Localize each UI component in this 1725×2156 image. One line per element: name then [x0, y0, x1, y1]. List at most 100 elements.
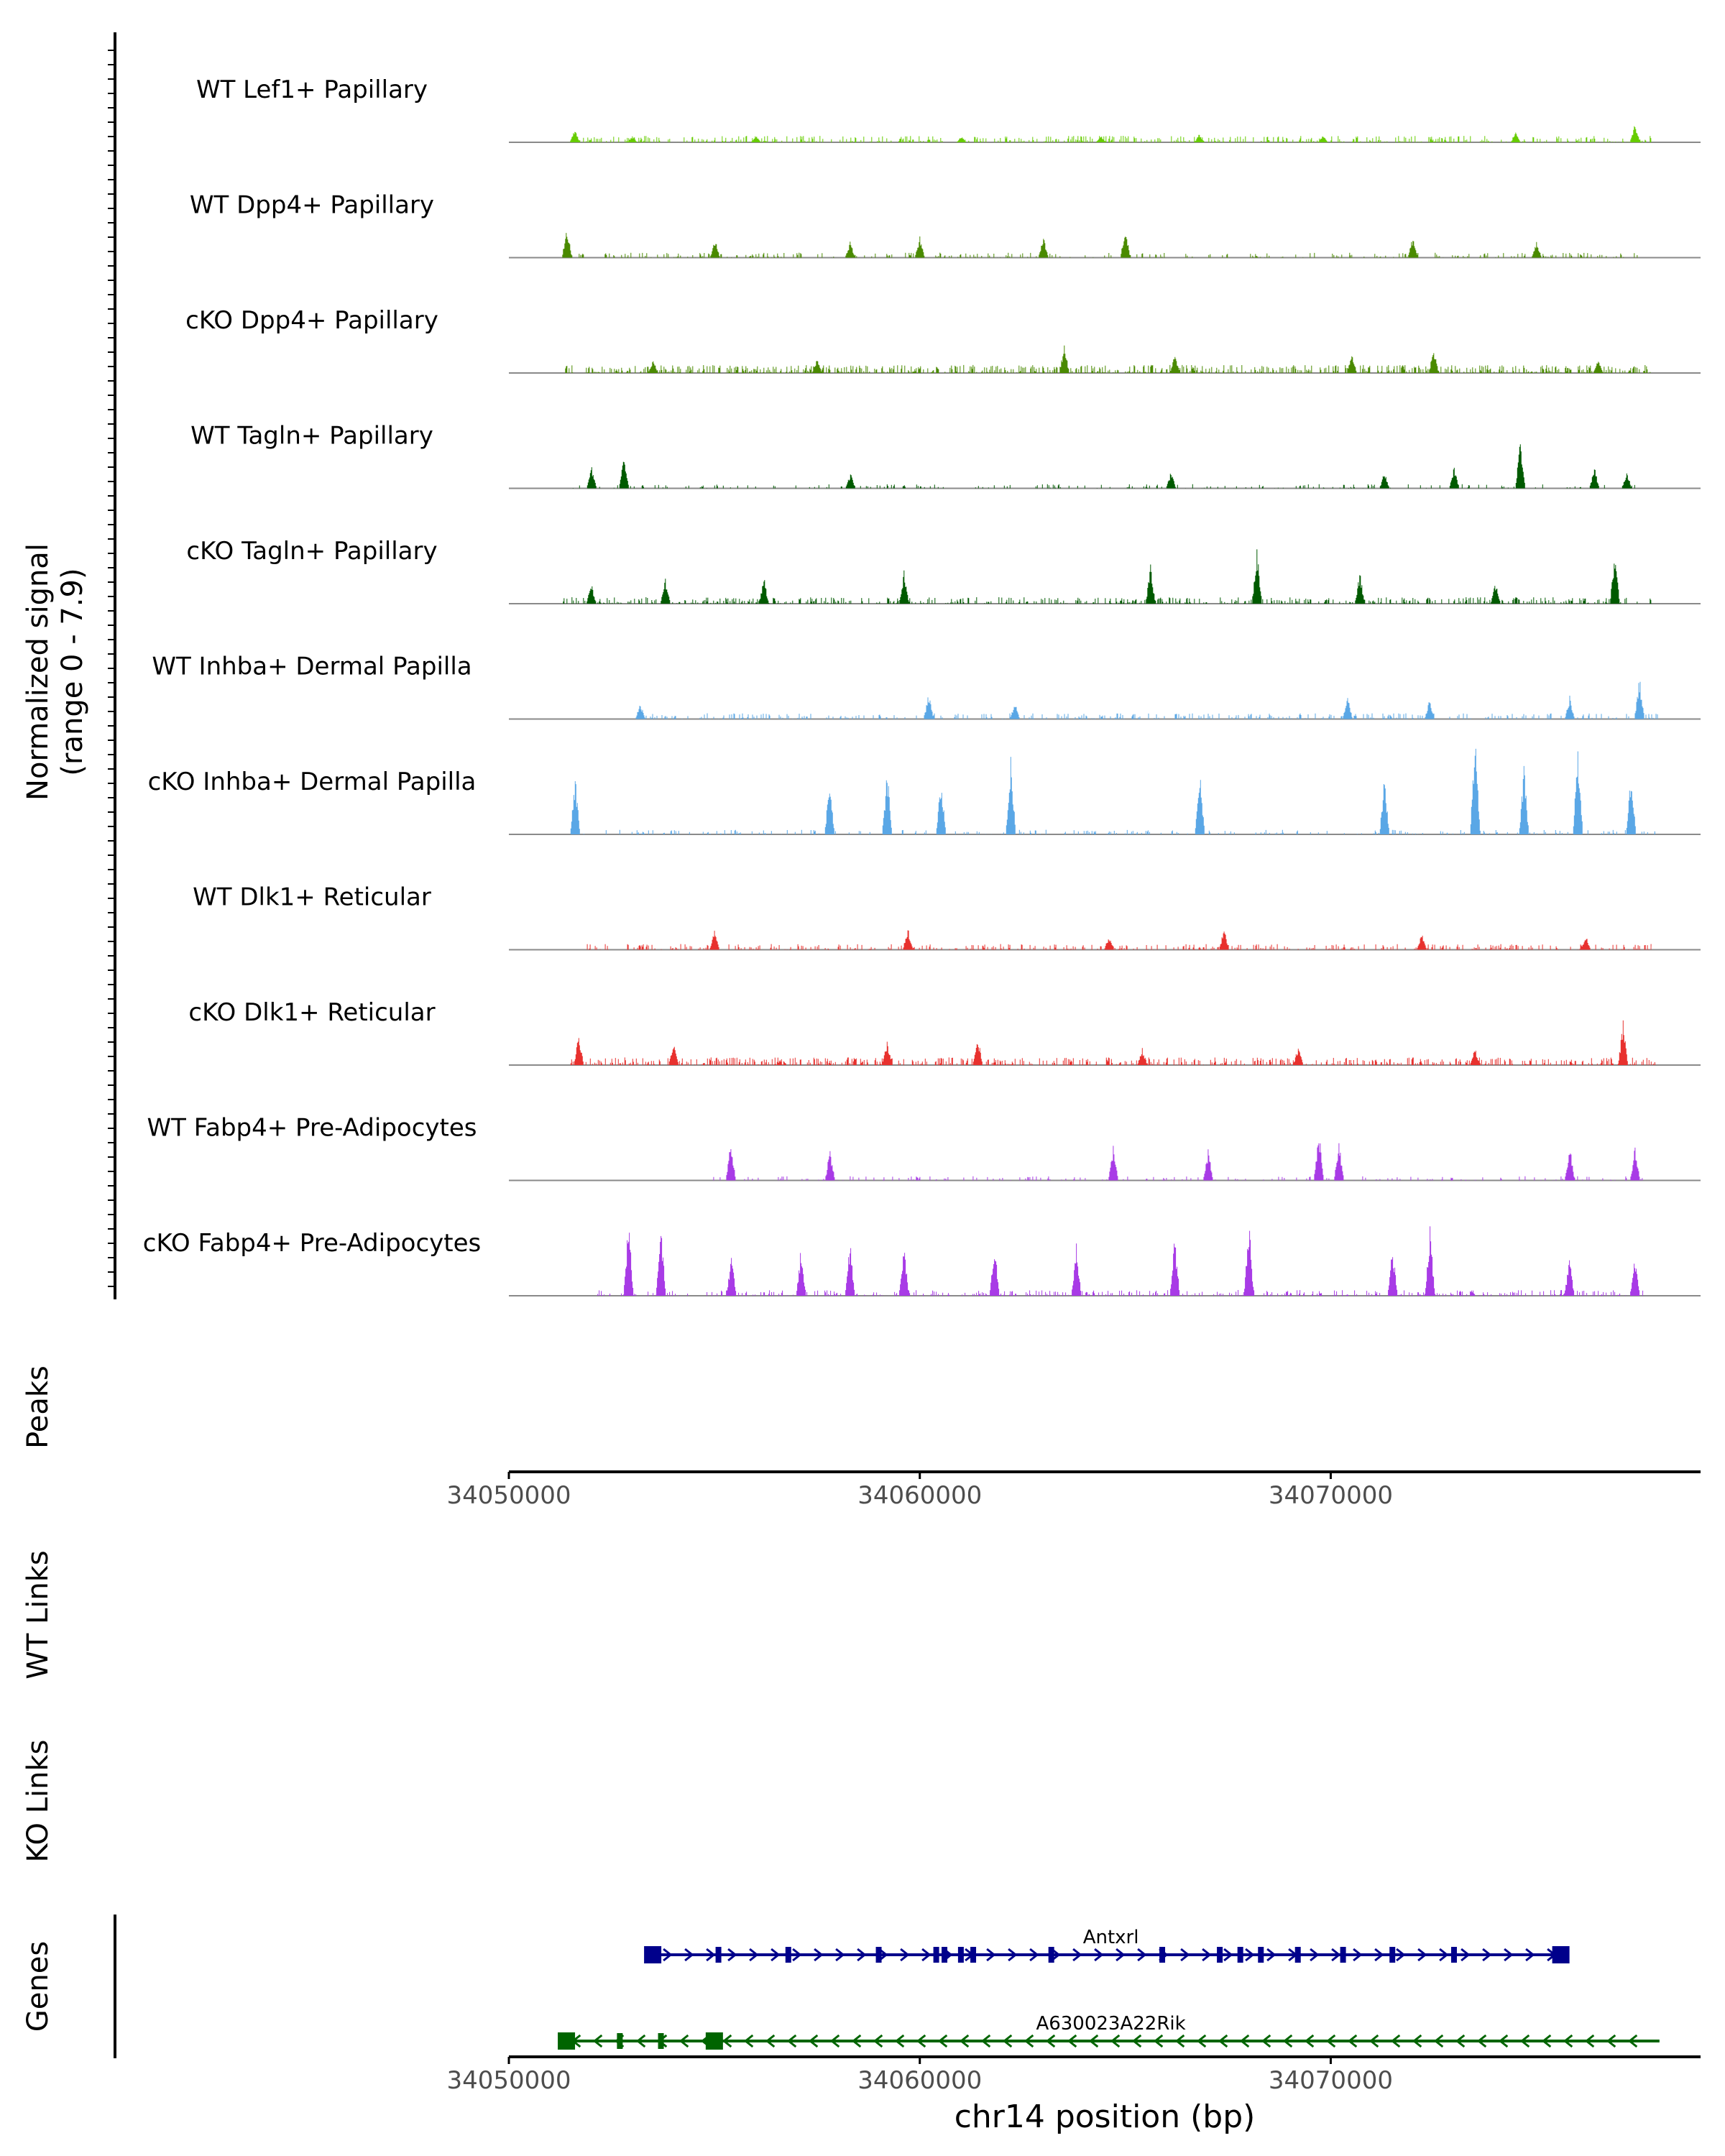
gene-strand-chevron: [1282, 2034, 1293, 2048]
gene-strand-chevron: [1310, 1948, 1320, 1962]
track-6: cKO Inhba+ Dermal Papilla: [148, 748, 1701, 835]
gene-exon: [970, 1947, 977, 1963]
track-label: cKO Inhba+ Dermal Papilla: [148, 768, 477, 796]
gene-strand-chevron: [792, 1948, 802, 1962]
track-9: WT Fabp4+ Pre-Adipocytes: [147, 1114, 1701, 1181]
gene-strand-chevron: [1088, 2034, 1099, 2048]
gene-strand-chevron: [1519, 2034, 1530, 2048]
track-signal-area: [562, 126, 1652, 142]
gene-strand-chevron: [1331, 1948, 1341, 1962]
peaks-track-label: Peaks: [22, 1365, 55, 1449]
signal-axis-label: Normalized signal: [22, 543, 55, 801]
signal-axis-ticks: [108, 50, 115, 1287]
gene-strand-chevron: [684, 1948, 694, 1962]
track-label: WT Tagln+ Papillary: [190, 422, 433, 451]
track-5: WT Inhba+ Dermal Papilla: [152, 653, 1701, 720]
track-signal-area: [562, 549, 1652, 604]
gene-strand-chevron: [1476, 2034, 1487, 2048]
gene-exon: [715, 1947, 722, 1963]
gene-strand-chevron: [1153, 2034, 1164, 2048]
track-label: WT Lef1+ Papillary: [196, 75, 428, 104]
gene-strand-chevron: [1196, 2034, 1207, 2048]
gene-strand-chevron: [1180, 1948, 1190, 1962]
gene-strand-chevron: [1498, 2034, 1509, 2048]
gene-exon: [1340, 1947, 1346, 1963]
gene-strand-chevron: [835, 1948, 845, 1962]
gene-strand-chevron: [1304, 2034, 1315, 2048]
gene-exon: [1389, 1947, 1396, 1963]
track-label: WT Dpp4+ Papillary: [190, 191, 434, 220]
gene-strand-chevron: [851, 2034, 862, 2048]
x-axis-bottom-tick-label: 34050000: [446, 2066, 571, 2095]
gene-exon: [1217, 1947, 1223, 1963]
gene-strand-chevron: [814, 1948, 824, 1962]
track-signal-area: [595, 1226, 1644, 1296]
wt-links-track-label: WT Links: [22, 1550, 55, 1679]
gene-strand-chevron: [900, 1948, 910, 1962]
gene-strand-chevron: [1239, 2034, 1250, 2048]
gene-exon: [644, 1946, 662, 1963]
gene-strand-chevron: [635, 2034, 646, 2048]
gene-0: Antxrl: [644, 1927, 1570, 1963]
gene-strand-chevron: [1008, 1948, 1018, 1962]
gene-strand-chevron: [1266, 1948, 1276, 1962]
gene-exon: [1237, 1947, 1243, 1963]
gene-exon: [933, 1947, 939, 1963]
gene-strand-chevron: [1223, 1948, 1233, 1962]
gene-strand-chevron: [1374, 1948, 1384, 1962]
gene-exon: [617, 2033, 623, 2049]
gene-strand-chevron: [1072, 1948, 1082, 1962]
gene-strand-chevron: [1029, 1948, 1039, 1962]
gene-strand-chevron: [1541, 2034, 1552, 2048]
gene-exon: [785, 1947, 791, 1963]
x-axis-top-tick-label: 34070000: [1269, 1481, 1393, 1510]
gene-label: A630023A22Rik: [1036, 2013, 1185, 2035]
gene-strand-chevron: [1131, 2034, 1142, 2048]
x-axis-top-tick-label: 34060000: [857, 1481, 982, 1510]
gene-exon: [875, 1947, 882, 1963]
gene-1: A630023A22Rik: [558, 2013, 1660, 2050]
gene-strand-chevron: [743, 2034, 754, 2048]
track-signal-area: [586, 930, 1652, 950]
gene-strand-chevron: [1455, 2034, 1466, 2048]
gene-exon: [1159, 1947, 1166, 1963]
track-8: cKO Dlk1+ Reticular: [188, 998, 1701, 1066]
gene-strand-chevron: [722, 2034, 732, 2048]
gene-strand-chevron: [921, 1948, 932, 1962]
ko-links-track-label: KO Links: [22, 1740, 55, 1863]
gene-strand-chevron: [959, 2034, 970, 2048]
track-label: cKO Fabp4+ Pre-Adipocytes: [143, 1229, 482, 1258]
x-axis-bottom-tick-label: 34070000: [1269, 2066, 1393, 2095]
gene-strand-chevron: [592, 2034, 603, 2048]
track-2: cKO Dpp4+ Papillary: [185, 306, 1701, 374]
track-signal-area: [570, 444, 1639, 489]
gene-strand-chevron: [1110, 2034, 1121, 2048]
gene-exon: [1552, 1946, 1570, 1963]
track-label: cKO Tagln+ Papillary: [186, 537, 437, 566]
gene-exon: [705, 2032, 723, 2050]
gene-strand-chevron: [1137, 1948, 1147, 1962]
gene-strand-chevron: [1202, 1948, 1212, 1962]
gene-strand-chevron: [1218, 2034, 1228, 2048]
gene-strand-chevron: [1174, 2034, 1185, 2048]
track-10: cKO Fabp4+ Pre-Adipocytes: [143, 1226, 1701, 1296]
signal-axis-range-label: (range 0 - 7.9): [56, 568, 89, 775]
genes-track-label: Genes: [22, 1941, 55, 2032]
gene-label: Antxrl: [1083, 1927, 1139, 1948]
track-3: WT Tagln+ Papillary: [190, 422, 1701, 489]
track-1: WT Dpp4+ Papillary: [190, 191, 1701, 259]
gene-exon: [1258, 1947, 1264, 1963]
gene-strand-chevron: [986, 1948, 996, 1962]
track-label: cKO Dlk1+ Reticular: [188, 998, 435, 1027]
gene-strand-chevron: [1045, 2034, 1056, 2048]
gene-strand-chevron: [1245, 1948, 1255, 1962]
gene-strand-chevron: [1504, 1948, 1514, 1962]
gene-strand-chevron: [749, 1948, 759, 1962]
gene-strand-chevron: [1460, 1948, 1471, 1962]
gene-exon: [1048, 1947, 1054, 1963]
gene-strand-chevron: [1439, 1948, 1449, 1962]
gene-strand-chevron: [1094, 1948, 1104, 1962]
x-axis-bottom-tick-label: 34060000: [857, 2066, 982, 2095]
signal-tracks: WT Lef1+ Papillary WT Dpp4+ Papillary cKO …: [143, 75, 1701, 1296]
